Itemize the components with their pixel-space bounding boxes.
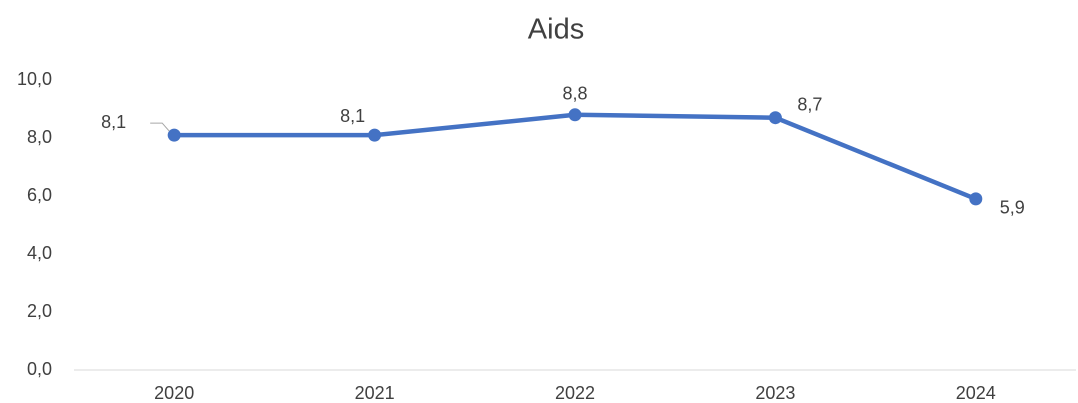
point [368, 128, 382, 142]
point [568, 108, 582, 122]
data-label: 8,1 [101, 112, 126, 132]
data-label: 8,8 [562, 84, 587, 104]
x-tick-label: 2024 [956, 383, 996, 403]
x-tick-label: 2022 [555, 383, 595, 403]
x-tick-label: 2020 [154, 383, 194, 403]
y-tick-label: 6,0 [27, 185, 52, 205]
point [768, 111, 782, 125]
y-tick-label: 4,0 [27, 243, 52, 263]
line [174, 112, 977, 201]
point [969, 192, 983, 206]
x-tick-label: 2023 [755, 383, 795, 403]
y-tick-label: 2,0 [27, 301, 52, 321]
data-label: 5,9 [1000, 198, 1025, 218]
y-tick-label: 0,0 [27, 359, 52, 379]
y-tick-label: 10,0 [17, 69, 52, 89]
x-tick-label: 2021 [355, 383, 395, 403]
data-label: 8,7 [797, 94, 822, 114]
y-tick-label: 8,0 [27, 127, 52, 147]
data-label: 8,1 [340, 106, 365, 126]
point [167, 128, 181, 142]
leader-line [150, 122, 170, 132]
chart-title: Aids [528, 14, 584, 46]
